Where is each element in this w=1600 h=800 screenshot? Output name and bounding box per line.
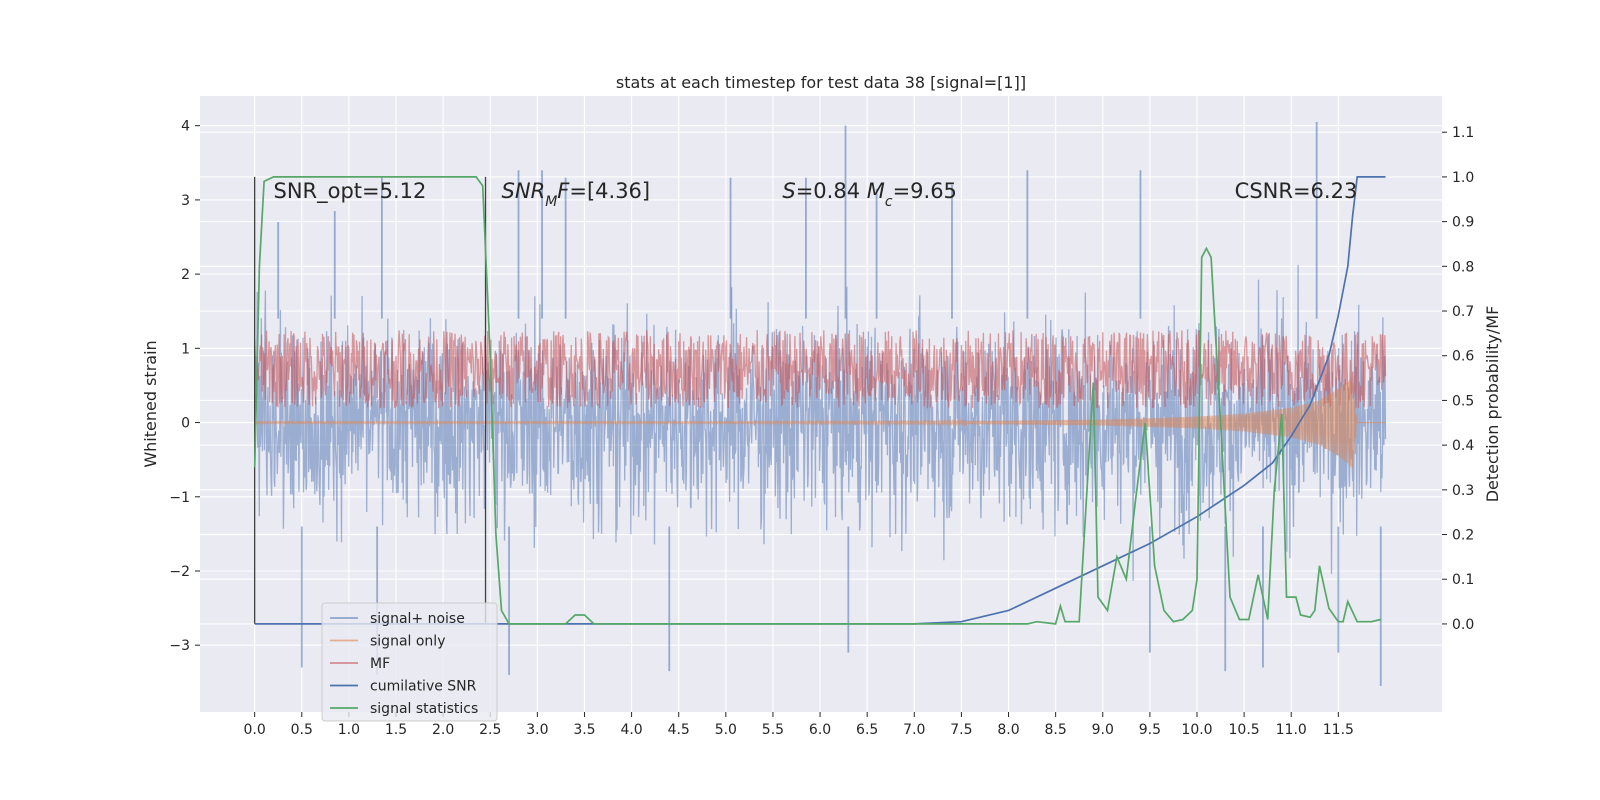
mf-layer [254,330,1387,409]
y2-tick-label: 0.3 [1452,483,1474,499]
y2-tick-label: 1.0 [1452,170,1474,186]
legend-frame [321,602,498,722]
annotation-part: F [557,179,570,203]
x-tick-label: 10.5 [1229,722,1260,738]
y-tick-label: −2 [169,564,190,580]
legend-entry: cumilative SNR [370,679,477,695]
x-tick-label: 1.5 [385,722,407,738]
x-tick-label: 5.0 [715,722,737,738]
annotation-text: CSNR=6.23 [1235,179,1358,203]
legend-entry: signal statistics [370,701,478,717]
y2-tick-label: 0.7 [1452,304,1474,320]
chart-title: stats at each timestep for test data 38 … [616,73,1026,92]
series-mf-line [254,330,1387,409]
x-tick-label: 0.5 [291,722,313,738]
annotation-text: SNRMF=[4.36] [502,179,651,210]
y2-tick-label: 0.0 [1452,617,1474,633]
y-axis-label: Whitened strain [141,340,160,467]
y2-tick-label: 0.8 [1452,259,1474,275]
annotation-part: CSNR=6.23 [1235,179,1358,203]
annot-layer: SNR_opt=5.12 SNRMF=[4.36] S=0.84 Mc=9.65 CS… [274,179,1358,210]
x-tick-label: 1.0 [338,722,360,738]
x-tick-label: 9.0 [1092,722,1114,738]
series-signal-only-line [254,377,1386,469]
legend-entry: signal only [370,634,445,650]
annotation-part: SNR [502,179,546,203]
annotation-text: SNR_opt=5.12 [274,179,427,204]
y2-tick-label: 0.2 [1452,528,1474,544]
x-tick-label: 6.0 [809,722,831,738]
y2-axis-label: Detection probability/MF [1483,306,1502,503]
series-cumulative-snr-line [254,176,1386,625]
tick-layer: 0.0 0.5 1.0 1.5 2.0 2.5 3.0 3.5 4.0 4.5 5.0 5.5 6.0 6… [169,119,1474,738]
x-tick-label: 8.0 [997,722,1019,738]
y-tick-label: 0 [181,416,190,432]
legend-entry: signal+ noise [370,611,465,627]
y2-tick-label: 0.1 [1452,572,1474,588]
y-tick-label: −3 [169,638,190,654]
x-tick-label: 2.5 [479,722,501,738]
annotation-part: c [885,194,893,210]
annotation-part: M [867,179,885,203]
annotation-part: =[4.36] [569,179,650,203]
legend: signal+ noise signal only MF cumilative SNR… [321,602,498,722]
annotation-part: M [545,194,557,210]
x-tick-label: 3.0 [526,722,548,738]
y2-tick-label: 0.9 [1452,215,1474,231]
y-tick-label: 3 [181,193,190,209]
x-tick-label: 4.5 [668,722,690,738]
legend-entry: MF [370,656,390,672]
x-tick-label: 11.5 [1323,722,1354,738]
x-tick-label: 3.5 [573,722,595,738]
x-tick-label: 4.0 [620,722,642,738]
x-tick-label: 2.0 [432,722,454,738]
annotation-part: =9.65 [893,179,957,203]
x-tick-label: 5.5 [762,722,784,738]
annotation-part: S [782,179,795,203]
x-tick-label: 10.0 [1181,722,1212,738]
annotation-part: SNR_opt=5.12 [274,179,427,204]
y2-tick-label: 1.1 [1452,125,1474,141]
line-layer [253,176,1386,625]
y-tick-label: −1 [169,490,190,506]
series-signal-statistics-line [253,176,1381,625]
y2-tick-label: 0.6 [1452,349,1474,365]
annotation-text: S=0.84 Mc=9.65 [782,179,957,210]
x-tick-label: 9.5 [1139,722,1161,738]
x-tick-label: 11.0 [1276,722,1307,738]
x-tick-label: 7.5 [950,722,972,738]
y-tick-label: 1 [181,341,190,357]
x-tick-label: 0.0 [244,722,266,738]
y-tick-label: 4 [181,119,190,135]
x-tick-label: 7.0 [903,722,925,738]
y2-tick-label: 0.4 [1452,438,1474,454]
y2-tick-label: 0.5 [1452,393,1474,409]
y-tick-label: 2 [181,267,190,283]
annotation-part: =0.84 [796,179,867,203]
x-tick-label: 8.5 [1045,722,1067,738]
x-tick-label: 6.5 [856,722,878,738]
signal-layer [254,377,1386,469]
